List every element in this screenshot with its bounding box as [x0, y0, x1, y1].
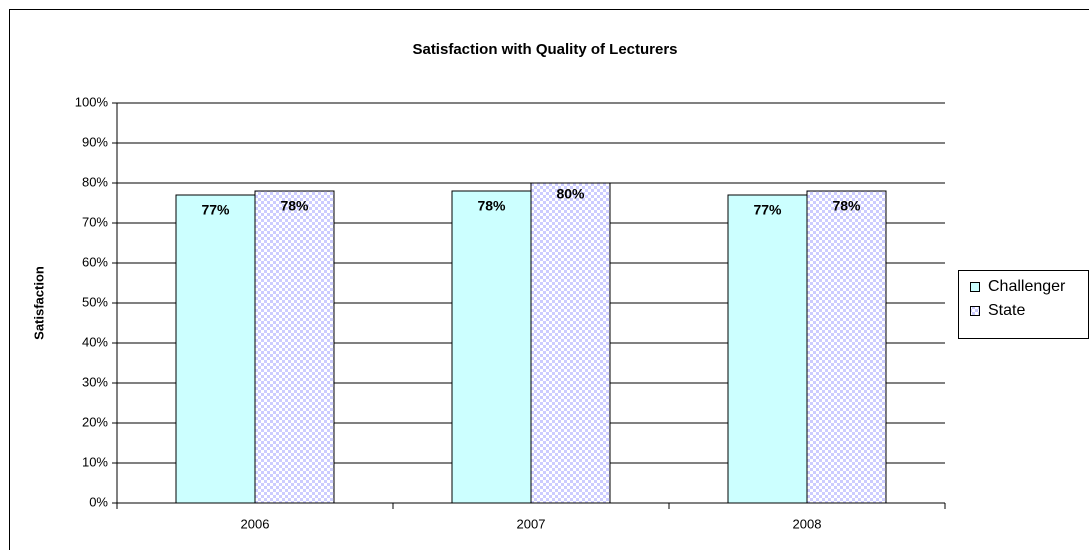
- bar: [451, 190, 532, 504]
- data-label: 77%: [753, 202, 782, 218]
- bar: [175, 194, 256, 504]
- y-tick-label: 90%: [82, 134, 108, 149]
- y-tick-label: 80%: [82, 174, 108, 189]
- y-tick-label: 10%: [82, 454, 108, 469]
- data-label: 78%: [280, 198, 309, 214]
- x-tick-label: 2007: [517, 516, 546, 531]
- data-label: 80%: [556, 186, 585, 202]
- x-tick-label: 2006: [241, 516, 270, 531]
- legend-box: [958, 270, 1089, 339]
- legend-label: Challenger: [988, 278, 1066, 295]
- y-tick-label: 20%: [82, 414, 108, 429]
- y-tick-label: 30%: [82, 374, 108, 389]
- bar: [806, 190, 887, 504]
- legend-label: State: [988, 302, 1025, 319]
- x-tick-label: 2008: [793, 516, 822, 531]
- legend-swatch: [970, 282, 980, 292]
- y-tick-label: 60%: [82, 254, 108, 269]
- data-label: 78%: [832, 198, 861, 214]
- y-tick-label: 70%: [82, 214, 108, 229]
- legend-swatch: [970, 306, 980, 316]
- y-tick-label: 50%: [82, 294, 108, 309]
- y-tick-label: 40%: [82, 334, 108, 349]
- data-label: 78%: [477, 198, 506, 214]
- y-tick-label: 100%: [75, 94, 109, 109]
- bar: [530, 182, 611, 504]
- bar: [727, 194, 808, 504]
- y-axis-label: Satisfaction: [31, 266, 46, 340]
- bar: [254, 190, 335, 504]
- chart-title: Satisfaction with Quality of Lecturers: [412, 41, 677, 58]
- data-label: 77%: [201, 202, 230, 218]
- y-tick-label: 0%: [89, 494, 108, 509]
